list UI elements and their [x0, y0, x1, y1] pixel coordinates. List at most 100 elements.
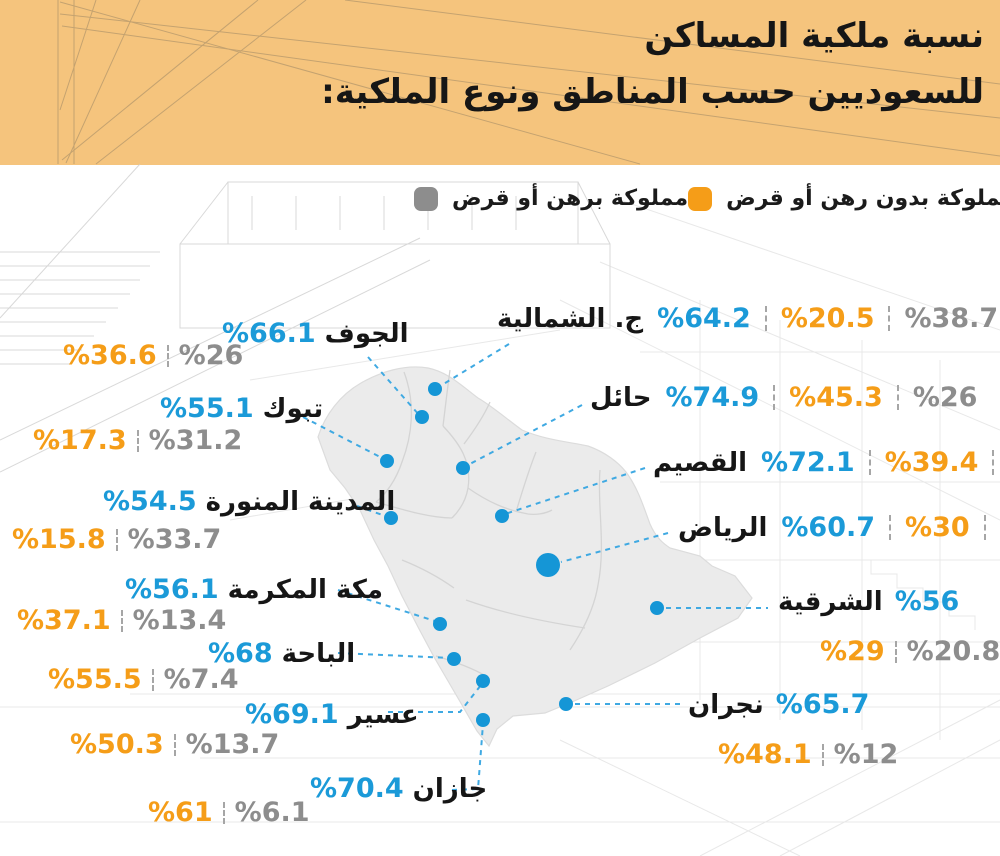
- total-value: %74.9: [665, 382, 760, 413]
- region-asir-values: %50.3 %13.7: [70, 729, 279, 760]
- region-asir: %69.1 عسير: [245, 699, 419, 730]
- region-name: الشرقية: [778, 586, 883, 617]
- region-makkah-values: %37.1 %13.4: [17, 605, 226, 636]
- total-value: %64.2: [657, 303, 751, 334]
- legend-item-mortgage: مملوكة برهن أو قرض: [414, 186, 688, 211]
- region-hail: حائل %74.9 %45.3 %26: [590, 382, 977, 413]
- map-dot-tabuk: [380, 454, 394, 468]
- legend-swatch-outright-icon: [688, 186, 713, 211]
- mortgage-value: %13.4: [132, 605, 227, 636]
- header-banner: [0, 0, 1000, 165]
- total-value: %65.7: [775, 689, 870, 720]
- outright-value: %15.8: [12, 524, 106, 555]
- mortgage-value: %6.1: [234, 797, 310, 828]
- leader-hail: [465, 404, 583, 467]
- outright-value: %37.1: [17, 605, 111, 636]
- mortgage-value: %12: [833, 739, 899, 770]
- legend-label-mortgage: مملوكة برهن أو قرض: [452, 186, 689, 211]
- region-qassim: القصيم %72.1 %39.4 %29.1: [653, 447, 1000, 478]
- map-dot-jouf: [415, 410, 429, 424]
- region-sharqiya: الشرقية %56: [778, 586, 959, 617]
- region-name: الباحة: [281, 638, 356, 669]
- region-najran: نجران %65.7: [688, 689, 869, 720]
- region-riyadh: الرياض %60.7 %30 %24.9: [678, 512, 1000, 543]
- dashed-divider: [764, 306, 767, 331]
- leader-asir: [388, 684, 482, 713]
- total-value: %68: [208, 638, 273, 669]
- region-name: جازان: [412, 773, 488, 804]
- dashed-divider: [888, 306, 891, 331]
- total-value: %66.1: [222, 318, 316, 349]
- mortgage-value: %38.7: [904, 303, 999, 334]
- region-tabuk-values: %17.3 %31.2: [33, 425, 242, 456]
- leader-baha: [337, 652, 452, 659]
- dashed-divider: [894, 640, 897, 663]
- dashed-divider: [120, 609, 123, 632]
- leader-riyadh: [560, 532, 669, 563]
- region-najran-values: %48.1 %12: [718, 739, 898, 770]
- outright-value: %61: [148, 797, 213, 828]
- mortgage-value: %13.7: [185, 729, 280, 760]
- map-dot-riyadh: [536, 553, 560, 577]
- dashed-divider: [889, 515, 892, 540]
- map-dot-hail: [456, 461, 470, 475]
- leader-northern-borders: [436, 343, 510, 389]
- region-name: مكة المكرمة: [227, 574, 383, 605]
- total-value: %54.5: [103, 486, 197, 517]
- map-dot-qassim: [495, 509, 509, 523]
- dashed-divider: [136, 429, 139, 452]
- total-value: %70.4: [310, 773, 404, 804]
- region-name: القصيم: [653, 447, 748, 478]
- region-name: المدينة المنورة: [205, 486, 396, 517]
- outright-value: %36.6: [63, 340, 157, 371]
- region-jazan: %70.4 جازان: [310, 773, 487, 804]
- dashed-divider: [992, 450, 995, 475]
- region-baha: %68 الباحة: [208, 638, 355, 669]
- outright-value: %55.5: [48, 664, 142, 695]
- mortgage-value: %26: [912, 382, 978, 413]
- outright-value: %20.5: [780, 303, 875, 334]
- dashed-divider: [983, 515, 986, 540]
- region-sharqiya-values: %29 %20.8: [820, 636, 1000, 667]
- region-northern-borders: ج. الشمالية %64.2 %20.5 %38.7: [497, 303, 998, 334]
- leader-qassim: [504, 467, 646, 515]
- region-jouf-values: %36.6 %26: [63, 340, 243, 371]
- region-madinah: %54.5 المدينة المنورة: [103, 486, 395, 517]
- region-tabuk: %55.1 تبوك: [160, 393, 323, 424]
- map-dots: [380, 382, 664, 727]
- dashed-divider: [773, 385, 776, 410]
- dashed-divider: [222, 801, 225, 824]
- map-dot-madinah: [384, 511, 398, 525]
- region-makkah: %56.1 مكة المكرمة: [125, 574, 383, 605]
- map-dot-asir: [476, 674, 490, 688]
- dashed-divider: [151, 668, 154, 691]
- outright-value: %50.3: [70, 729, 164, 760]
- region-madinah-values: %15.8 %33.7: [12, 524, 221, 555]
- total-value: %56: [894, 586, 960, 617]
- region-name: تبوك: [262, 393, 324, 424]
- leader-jouf: [367, 356, 421, 417]
- mortgage-value: %33.7: [127, 524, 222, 555]
- dashed-divider: [821, 743, 824, 766]
- total-value: %60.7: [781, 512, 876, 543]
- map-dot-jazan: [476, 713, 490, 727]
- mortgage-value: %26: [178, 340, 244, 371]
- map-dot-northern-borders: [428, 382, 442, 396]
- region-name: ج. الشمالية: [497, 303, 644, 334]
- total-value: %55.1: [160, 393, 254, 424]
- legend-item-outright: مملوكة بدون رهن أو قرض: [688, 186, 1000, 211]
- region-name: الرياض: [678, 512, 768, 543]
- legend: مملوكة برهن أو قرض مملوكة بدون رهن أو قر…: [414, 186, 1000, 211]
- total-value: %72.1: [761, 447, 855, 478]
- region-jouf: %66.1 الجوف: [222, 318, 409, 349]
- region-name: الجوف: [324, 318, 409, 349]
- region-jazan-values: %61 %6.1: [148, 797, 310, 828]
- region-name: حائل: [590, 382, 652, 413]
- leader-lines: [302, 343, 768, 791]
- outright-value: %17.3: [33, 425, 127, 456]
- dashed-divider: [166, 344, 169, 367]
- map-outline: [317, 366, 753, 748]
- title-line-2: للسعوديين حسب المناطق ونوع الملكية:: [321, 72, 984, 112]
- map-dot-najran: [559, 697, 573, 711]
